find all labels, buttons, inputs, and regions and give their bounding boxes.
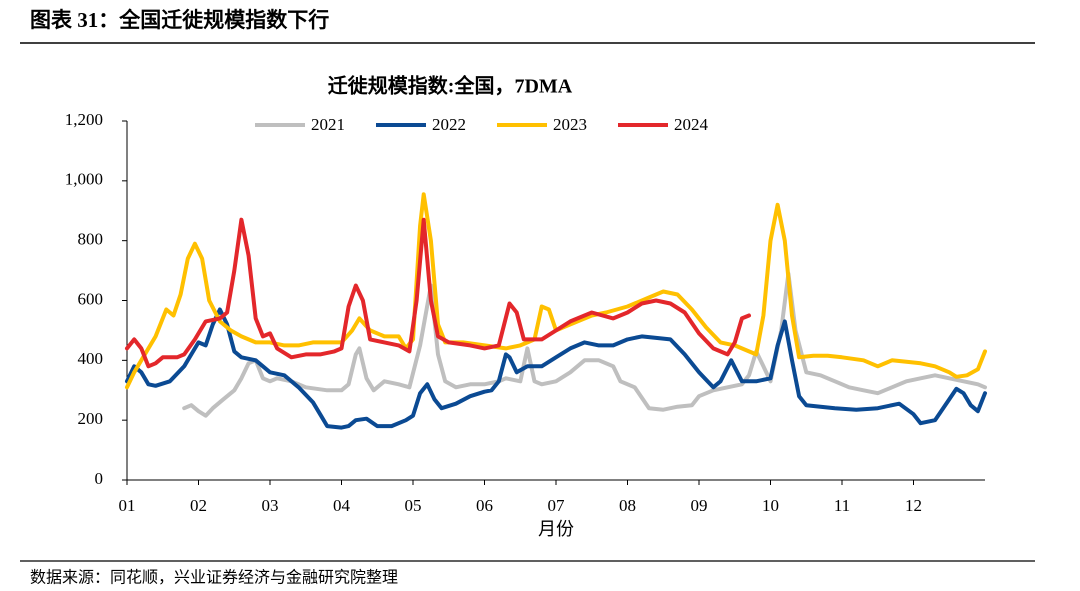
series-line (125, 217, 751, 369)
y-tick-label: 600 (78, 289, 104, 308)
x-tick-label: 11 (834, 496, 850, 515)
legend-label: 2021 (311, 115, 345, 134)
x-axis-label: 月份 (538, 519, 574, 539)
x-tick-label: 08 (619, 496, 636, 515)
source-note: 数据来源：同花顺，兴业证券经济与金融研究院整理 (30, 569, 398, 587)
x-tick-label: 05 (405, 496, 422, 515)
x-tick-label: 06 (476, 496, 493, 515)
x-tick-label: 02 (190, 496, 207, 515)
y-tick-label: 0 (95, 469, 104, 488)
legend-label: 2024 (674, 115, 709, 134)
figure-title: 图表 31：全国迁徙规模指数下行 (30, 8, 329, 32)
chart-title: 迁徙规模指数:全国，7DMA (328, 74, 573, 98)
y-tick-label: 200 (78, 409, 104, 428)
x-tick-label: 03 (262, 496, 279, 515)
x-tick-label: 10 (762, 496, 779, 515)
y-tick-label: 800 (78, 230, 104, 249)
x-tick-label: 09 (691, 496, 708, 515)
plot: 0 200 400 600 800 1,000 1,200 01 02 03 04 05 06 07 08 0… (65, 110, 987, 515)
x-tick-label: 04 (333, 496, 351, 515)
x-tick-label: 07 (548, 496, 566, 515)
series-line (182, 271, 987, 418)
legend-label: 2023 (553, 115, 587, 134)
y-tick-label: 1,200 (65, 110, 103, 129)
legend-label: 2022 (432, 115, 466, 134)
series-line (125, 192, 987, 390)
series-line (125, 307, 987, 430)
x-tick-label: 12 (905, 496, 922, 515)
y-tick-label: 1,000 (65, 170, 103, 189)
y-tick-label: 400 (78, 349, 104, 368)
x-tick-label: 01 (119, 496, 136, 515)
